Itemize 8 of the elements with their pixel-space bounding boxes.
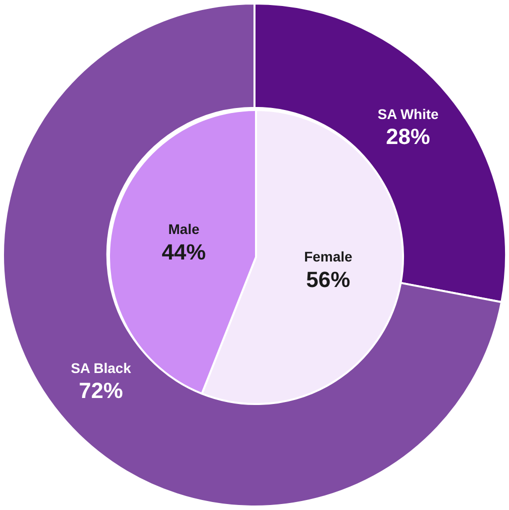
slice-label: Female — [304, 248, 353, 265]
data-label: 44% — [162, 239, 206, 264]
slice-label: SA White — [378, 106, 439, 122]
data-label: 28% — [386, 124, 430, 150]
data-label: 72% — [78, 378, 123, 404]
data-label: 56% — [306, 266, 350, 292]
slice-label: SA Black — [70, 360, 132, 376]
slice-label: Male — [168, 221, 200, 238]
